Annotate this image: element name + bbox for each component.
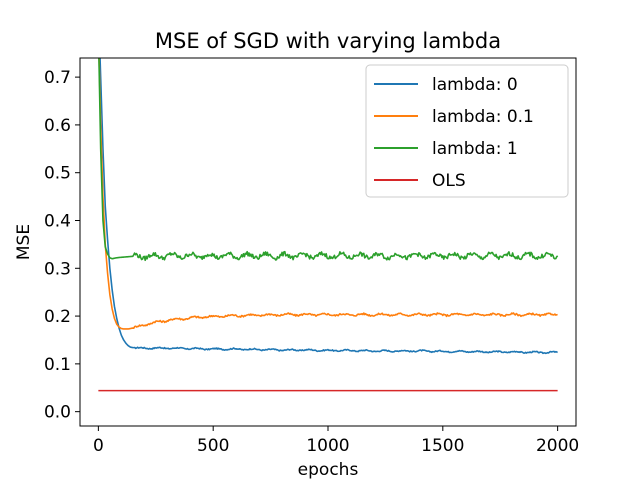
legend-label-0: lambda: 0 [432,75,518,95]
x-tick-label: 0 [93,436,104,456]
y-tick-label: 0.5 [44,164,71,184]
x-axis-label: epochs [298,460,359,480]
y-axis-ticks: 0.0 0.1 0.2 0.3 0.4 0.5 0.6 0.7 [44,68,80,423]
legend-box [365,64,569,198]
y-tick-label: 0.6 [44,116,71,136]
x-tick-label: 1500 [421,436,464,456]
y-tick-label: 0.2 [44,307,71,327]
y-tick-label: 0.7 [44,68,71,88]
series-line-1 [98,58,558,330]
y-tick-label: 0.1 [44,355,71,375]
series-layer [98,58,559,392]
legend-label-3: OLS [432,171,466,191]
series-line-0 [99,58,558,355]
x-tick-label: 1000 [306,436,349,456]
y-axis-label: MSE [14,224,34,260]
legend: lambda: 0 lambda: 0.1 lambda: 1 OLS [365,64,569,198]
series-line-2 [98,58,559,262]
x-axis-ticks: 0 500 1000 1500 2000 [93,426,579,456]
y-tick-label: 0.4 [44,211,71,231]
legend-label-2: lambda: 1 [432,139,518,159]
y-tick-label: 0.0 [44,403,71,423]
y-tick-label: 0.3 [44,259,71,279]
x-tick-label: 500 [197,436,229,456]
chart-title: MSE of SGD with varying lambda [155,29,501,53]
x-tick-label: 2000 [536,436,579,456]
legend-items: lambda: 0 lambda: 0.1 lambda: 1 OLS [374,75,534,191]
legend-label-1: lambda: 0.1 [432,107,534,127]
